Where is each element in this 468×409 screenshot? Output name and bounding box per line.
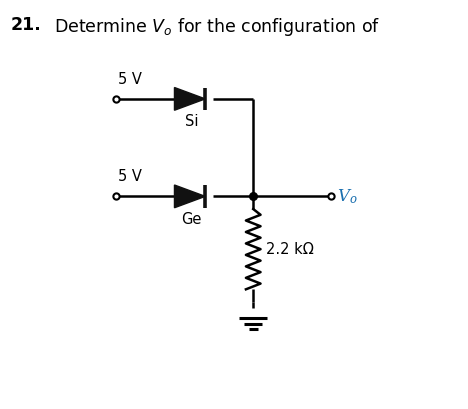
Polygon shape: [175, 185, 205, 208]
Text: 2.2 kΩ: 2.2 kΩ: [266, 242, 314, 257]
Text: Si: Si: [185, 115, 198, 129]
Polygon shape: [175, 88, 205, 110]
Text: 21.: 21.: [11, 16, 41, 34]
Text: Determine $V_o$ for the configuration of: Determine $V_o$ for the configuration of: [43, 16, 380, 38]
Text: 5 V: 5 V: [118, 72, 142, 87]
Text: 5 V: 5 V: [118, 169, 142, 184]
Text: Ge: Ge: [181, 212, 202, 227]
Text: $V_o$: $V_o$: [336, 187, 357, 206]
